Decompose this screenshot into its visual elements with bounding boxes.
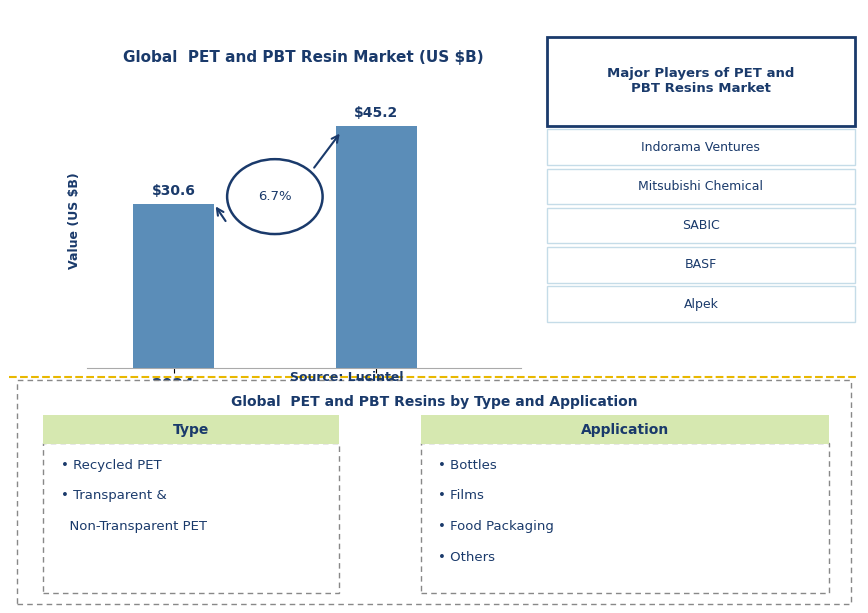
Text: Global  PET and PBT Resins by Type and Application: Global PET and PBT Resins by Type and Ap… [231, 395, 637, 408]
Text: Application: Application [581, 423, 669, 436]
Text: Indorama Ventures: Indorama Ventures [641, 140, 760, 154]
Text: Mitsubishi Chemical: Mitsubishi Chemical [638, 180, 764, 193]
Text: 6.7%: 6.7% [258, 190, 292, 203]
Text: • Bottles: • Bottles [438, 459, 497, 472]
Text: • Food Packaging: • Food Packaging [438, 520, 554, 533]
Bar [336, 126, 417, 368]
Text: Type: Type [173, 423, 209, 436]
Title: Global  PET and PBT Resin Market (US $B): Global PET and PBT Resin Market (US $B) [123, 50, 484, 66]
Text: BASF: BASF [685, 258, 717, 272]
Text: • Recycled PET: • Recycled PET [61, 459, 161, 472]
Text: • Transparent &: • Transparent & [61, 489, 167, 503]
Text: • Others: • Others [438, 550, 496, 564]
Text: $45.2: $45.2 [354, 105, 398, 120]
Bar [133, 204, 214, 368]
Text: Source: Lucintel: Source: Lucintel [291, 371, 404, 384]
Text: • Films: • Films [438, 489, 484, 503]
Text: Alpek: Alpek [683, 297, 719, 311]
Text: Major Players of PET and
PBT Resins Market: Major Players of PET and PBT Resins Mark… [608, 67, 794, 95]
Text: $30.6: $30.6 [152, 184, 195, 197]
Text: Non-Transparent PET: Non-Transparent PET [61, 520, 207, 533]
Y-axis label: Value (US $B): Value (US $B) [69, 172, 82, 269]
Text: SABIC: SABIC [682, 219, 720, 232]
